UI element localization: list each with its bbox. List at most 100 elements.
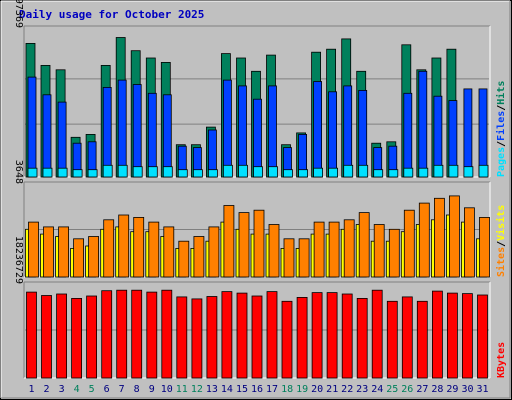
- x-tick-day-24: 24: [371, 384, 383, 395]
- bar-files-day-16: [253, 98, 262, 178]
- x-tick-day-31: 31: [476, 384, 488, 395]
- bar-pages-day-28: [433, 164, 444, 178]
- bar-files-day-6: [102, 87, 112, 178]
- bar-sites-day-17: [268, 224, 280, 278]
- bar-files-day-31: [478, 88, 488, 178]
- bar-pages-day-25: [388, 169, 399, 178]
- legend-entry-visits: Visits: [495, 205, 507, 241]
- bar-kbytes-day-5: [86, 295, 97, 379]
- x-tick-day-23: 23: [356, 384, 368, 395]
- bar-kbytes-day-13: [206, 296, 218, 379]
- bar-kbytes-day-24: [371, 289, 383, 379]
- bar-pages-day-31: [478, 164, 489, 178]
- y-max-label-visits: 3648: [13, 160, 24, 184]
- chart-title: Daily usage for October 2025: [19, 8, 204, 21]
- bar-pages-day-4: [72, 169, 83, 178]
- bar-kbytes-day-2: [41, 295, 52, 379]
- bar-pages-day-6: [102, 164, 113, 178]
- bar-kbytes-day-15: [236, 292, 248, 379]
- bar-sites-day-7: [118, 214, 130, 278]
- bar-pages-day-30: [463, 166, 474, 178]
- bar-kbytes-day-11: [176, 296, 188, 379]
- bar-kbytes-day-6: [101, 290, 113, 379]
- bar-sites-day-26: [403, 209, 415, 278]
- bar-kbytes-day-3: [56, 293, 67, 379]
- x-tick-day-6: 6: [104, 384, 110, 395]
- bar-files-day-17: [268, 85, 277, 178]
- x-tick-day-11: 11: [176, 384, 188, 395]
- legend-entry-sites: Sites: [495, 247, 507, 277]
- bar-pages-day-23: [358, 164, 369, 178]
- bar-pages-day-11: [177, 169, 188, 178]
- bar-sites-day-13: [208, 226, 220, 278]
- bar-files-day-1: [27, 76, 37, 178]
- bar-sites-day-5: [88, 236, 99, 278]
- bar-files-day-3: [57, 101, 67, 178]
- legend-entry-files: Files: [495, 111, 507, 141]
- bar-files-day-14: [222, 79, 232, 178]
- bar-sites-day-22: [343, 219, 355, 278]
- bar-sites-day-20: [313, 221, 325, 278]
- bar-files-day-21: [328, 91, 338, 178]
- bar-kbytes-day-14: [221, 291, 233, 379]
- x-tick-day-19: 19: [296, 384, 308, 395]
- bar-pages-day-18: [283, 169, 293, 178]
- bar-files-day-28: [433, 95, 443, 178]
- x-tick-day-12: 12: [191, 384, 203, 395]
- bar-sites-day-15: [238, 212, 250, 278]
- bar-sites-day-2: [43, 226, 54, 278]
- bar-pages-day-5: [87, 169, 98, 178]
- x-tick-day-20: 20: [311, 384, 323, 395]
- bar-kbytes-day-12: [191, 298, 203, 379]
- bar-sites-day-9: [148, 221, 160, 278]
- bar-files-day-26: [403, 92, 413, 178]
- bar-kbytes-day-4: [71, 297, 82, 379]
- bar-kbytes-day-31: [477, 294, 488, 379]
- bar-files-day-30: [463, 88, 473, 178]
- bar-kbytes-day-30: [461, 293, 473, 379]
- bar-kbytes-day-8: [131, 289, 143, 379]
- legend-separator: /: [496, 105, 507, 111]
- x-axis-day-labels: 1 2 3 4 5 6 7 8 9 10 11 12 13 14 15 16 17 18 19 20 21 22 23 24 2…: [28, 384, 488, 395]
- bar-pages-day-3: [57, 167, 68, 178]
- x-tick-day-13: 13: [206, 384, 218, 395]
- legend-hits: Pages/Files/Hits: [495, 81, 507, 177]
- x-tick-day-25: 25: [386, 384, 398, 395]
- bar-kbytes-day-19: [296, 296, 308, 379]
- bar-sites-day-19: [298, 238, 310, 278]
- bar-sites-day-1: [28, 221, 39, 278]
- x-tick-day-18: 18: [281, 384, 293, 395]
- bar-sites-day-3: [58, 226, 69, 278]
- bar-sites-day-14: [223, 205, 235, 278]
- bar-kbytes-day-29: [446, 292, 458, 379]
- bar-kbytes-day-9: [146, 291, 158, 379]
- bar-sites-day-24: [373, 224, 385, 278]
- bar-pages-day-17: [268, 166, 278, 178]
- bar-pages-day-22: [343, 164, 354, 178]
- x-tick-day-17: 17: [266, 384, 278, 395]
- bar-kbytes-day-28: [431, 290, 443, 379]
- bar-files-day-20: [313, 81, 323, 178]
- bar-pages-day-26: [403, 167, 414, 178]
- bar-kbytes-day-7: [116, 289, 128, 379]
- bar-sites-day-11: [178, 240, 190, 278]
- bar-pages-day-7: [117, 164, 128, 178]
- legend-visits: Sites/Visits: [495, 205, 507, 277]
- legend-separator: /: [496, 141, 507, 147]
- bar-sites-day-4: [73, 238, 84, 278]
- bar-files-day-15: [238, 85, 247, 178]
- bar-pages-day-20: [313, 167, 324, 178]
- x-tick-day-10: 10: [161, 384, 173, 395]
- bar-pages-day-24: [373, 169, 384, 178]
- bar-sites-day-12: [193, 236, 205, 278]
- chart-panels: 97369Pages/Files/Hits3648Sites/Visits182…: [13, 0, 507, 379]
- bar-sites-day-30: [463, 207, 475, 278]
- bar-files-day-10: [162, 94, 172, 178]
- bar-pages-day-21: [328, 167, 339, 178]
- x-tick-day-27: 27: [416, 384, 428, 395]
- bar-sites-day-29: [448, 195, 460, 278]
- bar-files-day-2: [42, 94, 52, 178]
- x-tick-day-22: 22: [341, 384, 353, 395]
